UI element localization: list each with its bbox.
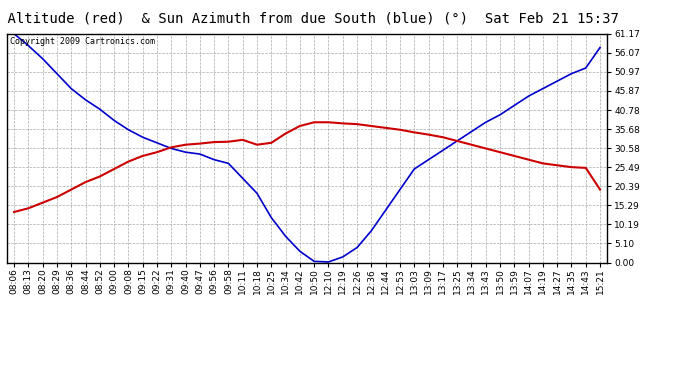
Text: Copyright 2009 Cartronics.com: Copyright 2009 Cartronics.com (10, 37, 155, 46)
Text: Sun Altitude (red)  & Sun Azimuth from due South (blue) (°)  Sat Feb 21 15:37: Sun Altitude (red) & Sun Azimuth from du… (0, 11, 619, 25)
